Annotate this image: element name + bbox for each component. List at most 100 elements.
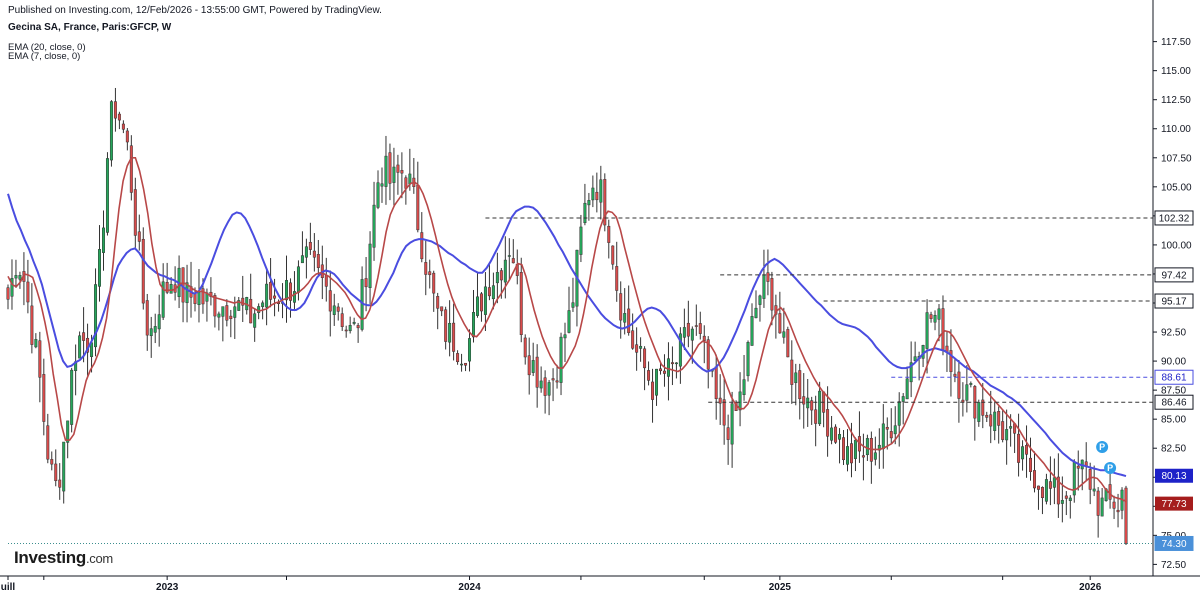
pivot-marker-label: P [1099,442,1105,452]
candle-body [1076,465,1080,469]
candle-body [432,272,436,294]
candle-body [989,414,993,427]
candle-body [698,323,702,334]
ema20-line [7,193,1127,478]
y-tick-label: 112.50 [1161,95,1191,106]
candle-body [495,272,499,284]
candle-body [105,158,109,233]
ema20-legend[interactable]: EMA (20, close, 0) [8,42,86,53]
candle-body [1036,485,1040,490]
candle-body [623,313,627,323]
candle-body [503,259,507,283]
candle-body [328,290,332,312]
candle-body [58,479,62,488]
candle-body [591,187,595,201]
candle-body [26,281,30,303]
candle-body [464,362,468,366]
candle-body [539,380,543,389]
candle-body [937,308,941,320]
y-tick-label: 100.00 [1161,240,1192,251]
candle-body [742,379,746,395]
candle-body [965,384,969,401]
candle-body [153,326,157,333]
candle-body [185,282,189,304]
candle-body [94,284,98,348]
candle-body [909,362,913,383]
candle-body [997,411,1001,426]
y-tick-label: 117.50 [1161,37,1191,48]
candle-body [929,314,933,319]
candle-body [849,443,853,464]
level-badge [1154,293,1194,309]
candle-body [483,286,487,315]
y-tick-label: 115.00 [1161,66,1191,77]
candle-body [324,275,328,287]
candle-body [420,232,424,260]
candle-body [527,355,531,376]
candle-body [193,292,197,304]
candle-body [125,130,129,143]
candle-body [941,308,945,351]
pivot-marker-label: P [1107,463,1113,473]
candle-body [523,337,527,358]
candle-body [169,284,173,294]
candle-body [782,331,786,338]
candle-body [985,414,989,418]
candle-body [34,339,38,348]
candle-body [1092,488,1096,492]
ema20-badge [1155,468,1193,483]
level-label: 97.42 [1161,270,1186,281]
y-tick-label: 85.00 [1161,415,1186,426]
candle-body [82,332,86,341]
candle-body [1088,469,1092,490]
level-badge [1154,369,1194,385]
candle-body [253,313,257,328]
candle-body [42,374,46,422]
ema7-legend[interactable]: EMA (7, close, 0) [8,51,81,62]
candle-body [499,270,503,281]
candle-body [603,179,607,226]
candle-body [62,441,66,492]
candle-body [372,204,376,248]
candle-body [706,339,710,370]
pivot-marker[interactable] [1104,461,1117,474]
level-label: 95.17 [1161,297,1186,308]
candle-body [444,309,448,342]
x-tick-label: 2023 [156,582,179,593]
candle-body [543,377,547,396]
ema7-badge [1155,496,1193,511]
candle-body [472,312,475,338]
candle-body [6,287,10,300]
candle-body [738,391,742,411]
candle-body [806,397,810,409]
candle-body [802,396,806,405]
candle-body [670,362,674,365]
candle-body [969,383,973,385]
candle-body [145,300,149,336]
candle-body [686,322,690,337]
candle-body [428,271,432,276]
candle-body [304,246,308,258]
candle-body [388,152,392,184]
pivot-marker[interactable] [1096,441,1109,454]
candle-body [611,245,615,265]
candle-body [14,275,18,279]
candle-body [953,373,957,377]
level-badge [1154,394,1194,410]
candle-body [440,306,444,312]
candle-body [1124,487,1128,544]
candle-body [468,338,472,362]
candle-body [261,302,265,307]
candle-body [674,362,678,365]
candle-body [129,145,133,193]
candle-body [1100,497,1104,517]
logo-suffix: .com [85,551,113,566]
candle-body [1064,495,1068,499]
candle-body [830,427,834,441]
y-tick-label: 72.50 [1161,560,1186,571]
candle-body [838,434,842,440]
candle-body [237,300,241,311]
candle-body [655,368,659,396]
